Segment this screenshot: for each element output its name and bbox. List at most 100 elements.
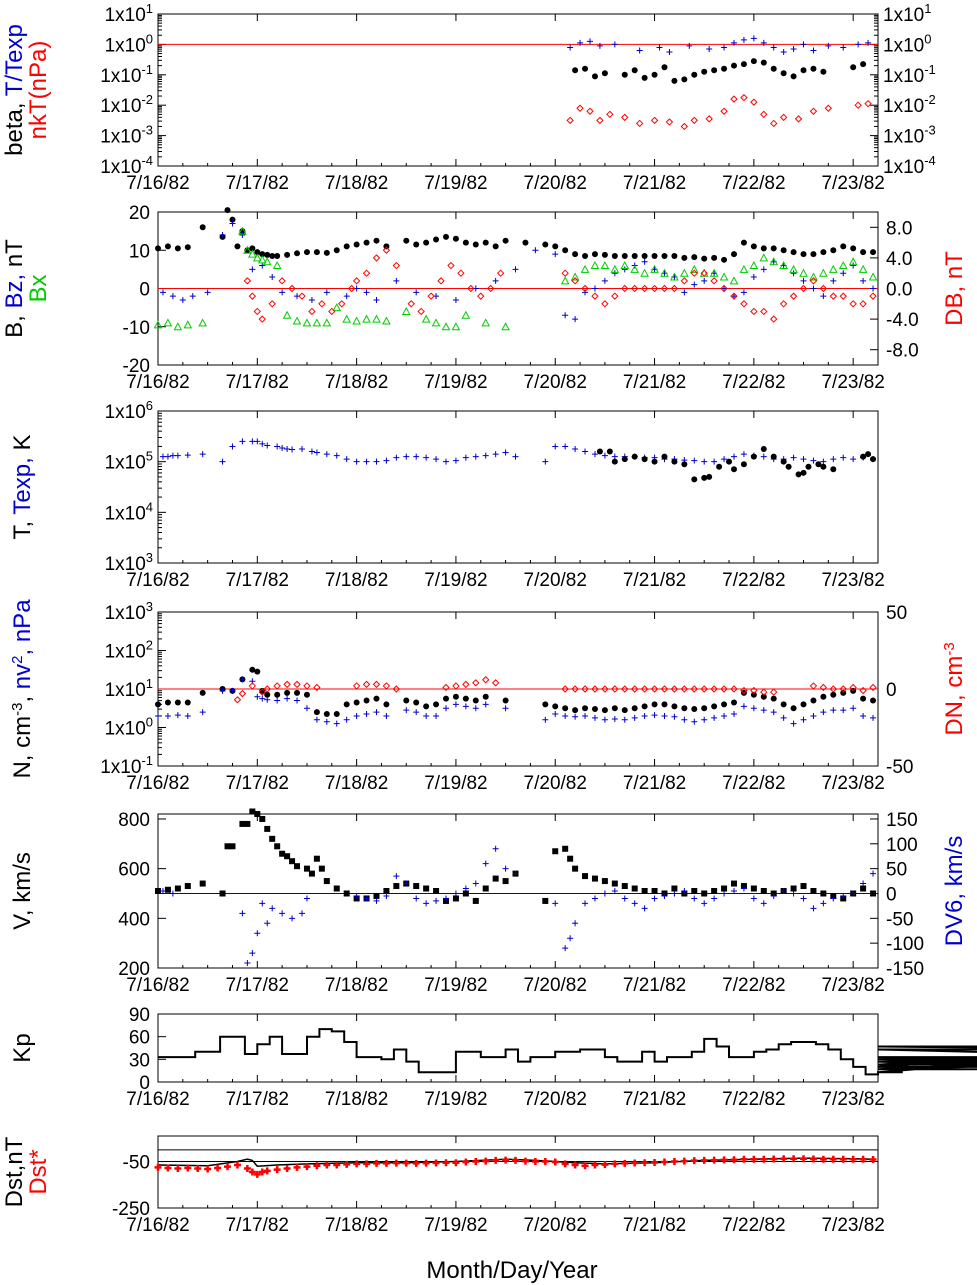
data-point bbox=[661, 252, 668, 259]
data-point bbox=[799, 284, 808, 293]
data-point bbox=[770, 119, 778, 128]
data-point bbox=[343, 1160, 351, 1168]
data-point bbox=[289, 858, 296, 865]
x-tick-label: 7/17/82 bbox=[226, 975, 289, 996]
data-point bbox=[343, 243, 350, 250]
data-point bbox=[239, 438, 246, 445]
data-point bbox=[233, 696, 242, 704]
data-point bbox=[809, 1155, 817, 1163]
data-point bbox=[611, 453, 618, 460]
data-point bbox=[651, 712, 658, 719]
data-point bbox=[700, 1156, 708, 1164]
data-point bbox=[770, 695, 777, 702]
y-axis-label: V, km/s bbox=[9, 852, 36, 930]
data-point bbox=[760, 693, 767, 700]
data-point bbox=[239, 820, 246, 827]
data-point bbox=[830, 466, 837, 473]
data-point bbox=[800, 895, 807, 902]
y-axis-label-part: B, bbox=[1, 315, 28, 338]
y-axis-label-part: Kp bbox=[9, 1033, 36, 1062]
data-point bbox=[264, 691, 271, 698]
data-point bbox=[443, 695, 449, 702]
data-point bbox=[572, 316, 579, 323]
x-tick-label: 7/17/82 bbox=[226, 173, 289, 194]
y-tick-base: 1x10 bbox=[883, 66, 924, 87]
data-point bbox=[462, 680, 470, 689]
data-point bbox=[631, 252, 638, 259]
data-point bbox=[621, 883, 628, 890]
data-point bbox=[651, 1158, 659, 1166]
data-point bbox=[601, 716, 608, 723]
data-point bbox=[284, 695, 291, 702]
data-point bbox=[552, 703, 559, 710]
data-point bbox=[810, 712, 817, 719]
data-point bbox=[259, 687, 266, 694]
data-point bbox=[750, 885, 757, 892]
data-point bbox=[443, 705, 449, 712]
y-right-tick-label: -4.0 bbox=[886, 310, 919, 331]
y-tick-exponent: -2 bbox=[141, 92, 153, 107]
data-point bbox=[383, 457, 390, 464]
data-point bbox=[660, 284, 669, 293]
x-tick-label: 7/22/82 bbox=[722, 773, 785, 794]
data-point bbox=[259, 262, 266, 269]
data-point bbox=[243, 245, 252, 254]
data-point bbox=[641, 888, 648, 894]
data-point bbox=[760, 59, 767, 66]
data-point bbox=[393, 454, 400, 461]
y-right-tick-label: 1x10-3 bbox=[883, 123, 936, 148]
data-point bbox=[591, 875, 598, 882]
y-tick-label: 1x101 bbox=[105, 1, 153, 26]
data-point bbox=[462, 239, 469, 246]
data-point bbox=[641, 712, 648, 719]
data-point bbox=[730, 292, 738, 300]
x-tick-label: 7/19/82 bbox=[424, 1089, 487, 1110]
y-tick-base: 1x10 bbox=[100, 127, 141, 148]
data-point bbox=[621, 284, 629, 293]
x-tick-label: 7/20/82 bbox=[524, 173, 587, 194]
series-2 bbox=[566, 93, 872, 131]
data-point bbox=[373, 296, 380, 303]
data-point bbox=[294, 689, 301, 696]
panel-p4: 7/16/82 7/17/82 7/18/82 7/19/82 7/20/82 7/21/… bbox=[9, 599, 969, 794]
data-point bbox=[830, 691, 837, 698]
y-tick-label: 1x10-3 bbox=[100, 123, 153, 148]
data-point bbox=[383, 701, 390, 708]
y-tick-label: 1x100 bbox=[105, 31, 153, 56]
data-point bbox=[323, 878, 330, 885]
data-point bbox=[691, 706, 698, 713]
data-point bbox=[779, 300, 788, 308]
data-point bbox=[760, 900, 767, 907]
data-point bbox=[155, 712, 161, 719]
series-2 bbox=[233, 676, 877, 704]
data-point bbox=[294, 697, 301, 704]
data-point bbox=[472, 679, 480, 687]
data-point bbox=[591, 685, 599, 693]
data-point bbox=[284, 251, 291, 258]
data-point bbox=[318, 300, 326, 308]
data-point bbox=[586, 107, 594, 115]
y-tick-label: 60 bbox=[129, 1028, 150, 1049]
data-point bbox=[800, 456, 807, 463]
data-point bbox=[760, 446, 767, 452]
data-point bbox=[820, 900, 827, 907]
data-point bbox=[864, 99, 872, 108]
data-point bbox=[581, 284, 589, 293]
data-point bbox=[621, 456, 628, 463]
data-point bbox=[691, 457, 698, 464]
y-tick-base: 1x10 bbox=[883, 5, 924, 26]
data-point bbox=[328, 307, 336, 316]
data-point bbox=[462, 890, 469, 897]
data-point bbox=[651, 252, 658, 259]
data-point bbox=[442, 1159, 450, 1167]
y-tick-label: 20 bbox=[129, 203, 150, 224]
y-right-tick-label: -50 bbox=[886, 909, 913, 930]
data-point bbox=[279, 289, 286, 296]
data-point bbox=[502, 237, 509, 244]
y-tick-label: 10 bbox=[129, 241, 150, 262]
data-point bbox=[631, 885, 638, 892]
x-tick-label: 7/23/82 bbox=[821, 570, 884, 591]
data-point bbox=[164, 1164, 172, 1172]
y-tick-exponent: -4 bbox=[141, 153, 153, 168]
x-tick-label: 7/16/82 bbox=[126, 1089, 189, 1110]
